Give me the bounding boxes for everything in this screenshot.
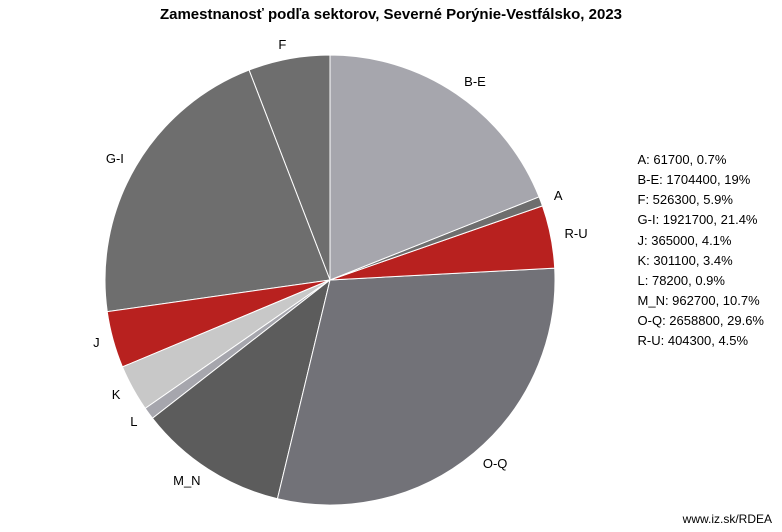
slice-label-O-Q: O-Q (483, 456, 508, 471)
legend-item-M_N: M_N: 962700, 10.7% (638, 291, 764, 311)
slice-label-M_N: M_N (173, 473, 200, 488)
slice-label-R-U: R-U (565, 226, 588, 241)
attribution: www.iz.sk/RDEA (683, 512, 772, 526)
slice-label-F: F (278, 37, 286, 52)
slice-label-B-E: B-E (464, 74, 486, 89)
slice-label-J: J (93, 335, 100, 350)
slice-label-A: A (554, 188, 563, 203)
legend-item-L: L: 78200, 0.9% (638, 271, 764, 291)
legend-item-O-Q: O-Q: 2658800, 29.6% (638, 311, 764, 331)
legend-item-B-E: B-E: 1704400, 19% (638, 170, 764, 190)
legend-item-A: A: 61700, 0.7% (638, 150, 764, 170)
slice-label-K: K (112, 387, 121, 402)
legend-item-K: K: 301100, 3.4% (638, 251, 764, 271)
legend-item-G-I: G-I: 1921700, 21.4% (638, 210, 764, 230)
legend-item-F: F: 526300, 5.9% (638, 190, 764, 210)
legend-item-J: J: 365000, 4.1% (638, 231, 764, 251)
slice-label-G-I: G-I (106, 151, 124, 166)
legend: A: 61700, 0.7%B-E: 1704400, 19%F: 526300… (638, 150, 764, 351)
slice-label-L: L (130, 414, 137, 429)
legend-item-R-U: R-U: 404300, 4.5% (638, 331, 764, 351)
